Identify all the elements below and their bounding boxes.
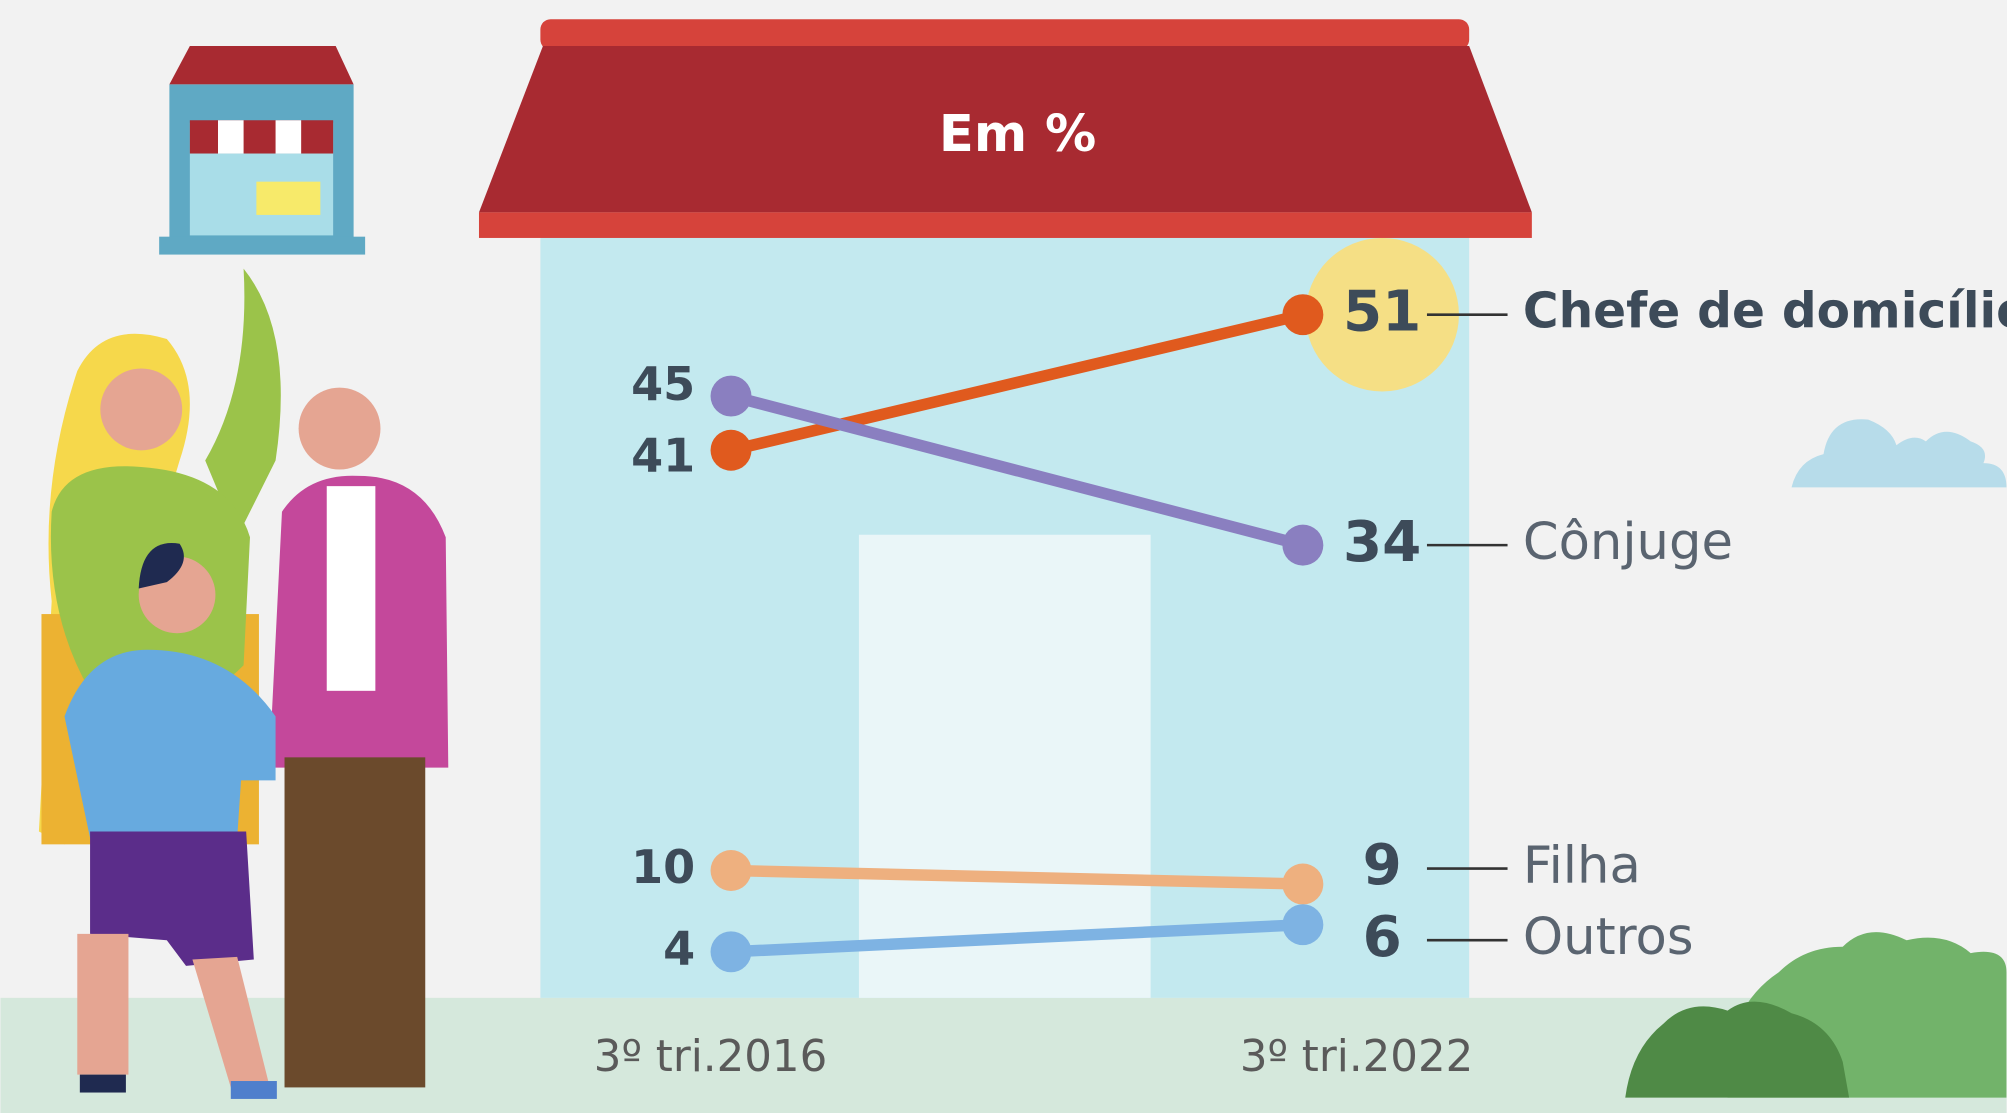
value-label: 34 (1343, 510, 1421, 575)
bush (1625, 1001, 1850, 1098)
series-label: Chefe de domicílio (1523, 284, 2007, 340)
family-illustration (38, 268, 449, 1099)
house-door (858, 534, 1151, 998)
series-label: Outros (1523, 908, 1694, 967)
point (1282, 863, 1324, 905)
slope-line (725, 918, 1309, 958)
point (710, 931, 752, 973)
point (710, 850, 752, 891)
series-label: Filha (1523, 837, 1641, 896)
point (1282, 904, 1324, 946)
value-label: 41 (631, 428, 695, 482)
chart-title: Em % (939, 105, 1096, 164)
value-label: 45 (631, 357, 695, 411)
roof-edge (478, 212, 1532, 238)
value-label: 6 (1363, 905, 1402, 970)
point (1282, 524, 1324, 566)
point (710, 375, 752, 417)
value-label: 9 (1363, 833, 1402, 898)
point (710, 429, 752, 471)
shop-icon (159, 46, 366, 255)
slope-line (725, 308, 1309, 457)
series-label: Cônjuge (1523, 513, 1733, 572)
x-tick-label: 3º tri.2016 (594, 1032, 827, 1082)
value-label: 10 (631, 840, 695, 894)
value-label: 51 (1343, 279, 1421, 344)
value-label: 4 (663, 921, 695, 975)
cloud (1791, 419, 2007, 488)
roof-top (540, 19, 1470, 50)
slope-line (725, 864, 1309, 890)
slope-line (725, 390, 1309, 551)
roof (478, 46, 1532, 213)
highlight (1305, 237, 1459, 392)
x-tick-label: 3º tri.2022 (1240, 1032, 1473, 1082)
point (1282, 294, 1324, 336)
